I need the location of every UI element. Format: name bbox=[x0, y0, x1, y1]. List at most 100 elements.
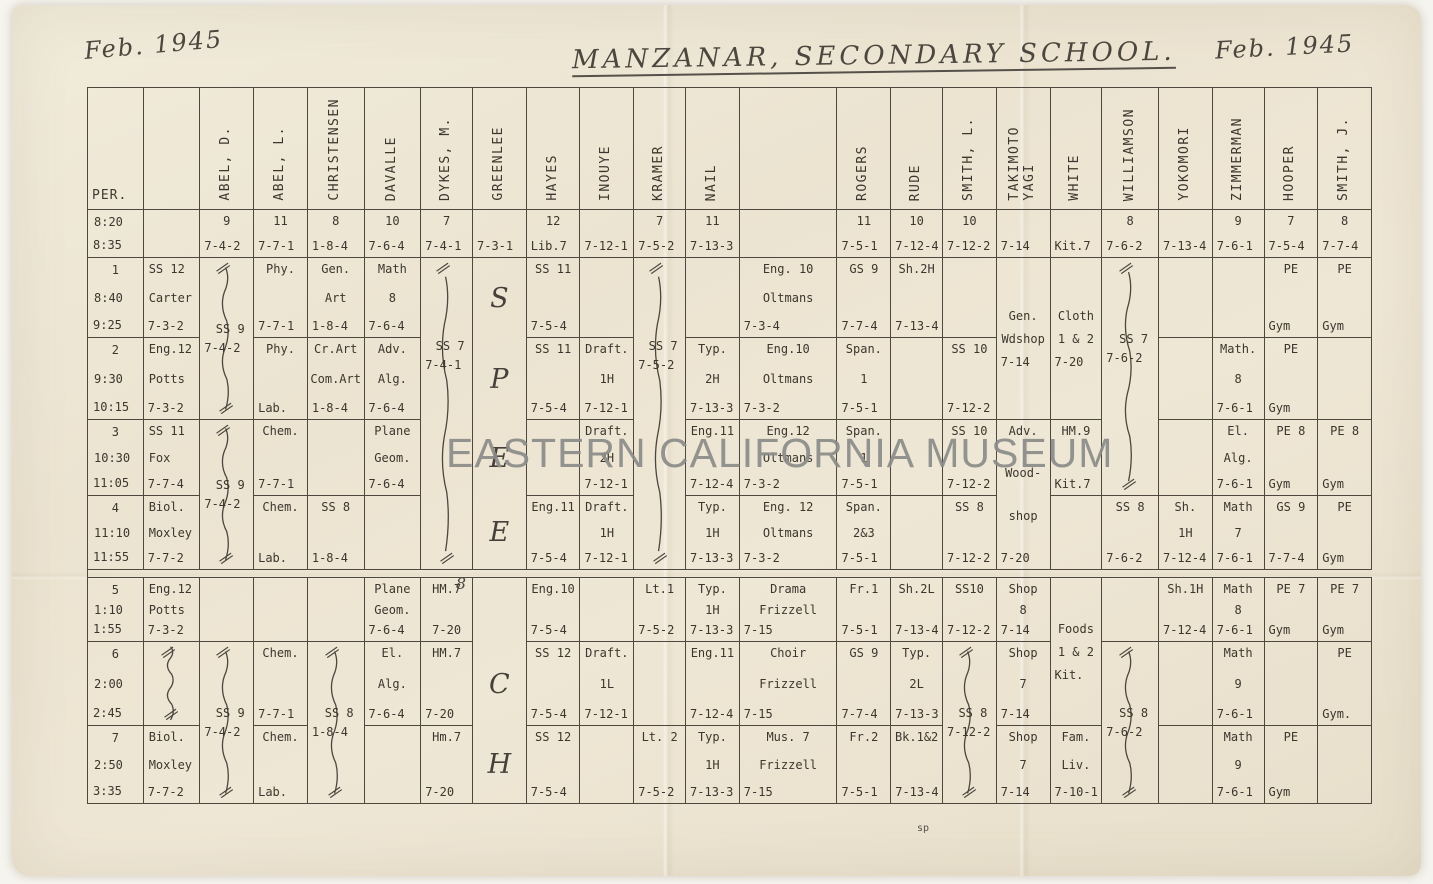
cell-text: 7-6-2 bbox=[1106, 350, 1143, 365]
cell-text: PE 8 bbox=[1330, 424, 1360, 438]
cell-text: 7-13-4 bbox=[895, 623, 939, 637]
cell-text: 1H bbox=[705, 525, 720, 540]
cell-homeroom-rogers: 11 7-5-1 bbox=[837, 210, 892, 258]
cell-text: Gym bbox=[1322, 319, 1344, 333]
cell-text: SS 7 bbox=[435, 338, 465, 353]
cell-text: 7-13-4 bbox=[895, 785, 939, 799]
cell-text: Foods bbox=[1057, 621, 1094, 636]
cell-text: SS 8 bbox=[324, 706, 354, 720]
span-brace-icon bbox=[962, 650, 974, 795]
cell-text: 7-7-2 bbox=[147, 785, 184, 799]
column-header-oltmans bbox=[739, 88, 838, 210]
cell-text: 11 bbox=[273, 214, 288, 228]
cell-text: 5 bbox=[111, 583, 119, 597]
cell-text: 1:10 bbox=[94, 602, 123, 617]
cell-text: Gym bbox=[1268, 623, 1291, 637]
cell-text: 8:20 bbox=[94, 215, 123, 229]
cell-p7-kramer: Lt. 2 7-5-2 bbox=[634, 726, 687, 804]
cell-text: GS 9 bbox=[1276, 500, 1306, 514]
cell-text: Draft. bbox=[585, 424, 629, 438]
cell-text: Plane bbox=[374, 424, 411, 438]
cell-text: 1:55 bbox=[93, 622, 122, 636]
cell-text: 7-4-2 bbox=[204, 725, 241, 739]
cell-text: 10 bbox=[962, 214, 977, 228]
column-header-label: HOOPER bbox=[1282, 145, 1298, 201]
cell-p4-davalle bbox=[364, 496, 422, 570]
cell-text: 7-7-1 bbox=[258, 239, 295, 253]
cell-p4-period: 4 11:10 11:55 bbox=[88, 496, 144, 570]
cell-p4-christensen: SS 8 1-8-4 bbox=[307, 496, 365, 570]
cell-p3-davalle: Plane Geom. 7-6-4 bbox=[364, 420, 422, 496]
cell-p7-davalle bbox=[364, 726, 422, 804]
cell-text: PE bbox=[1283, 262, 1299, 276]
cell-p3-christensen bbox=[307, 420, 365, 496]
span-brace-icon bbox=[219, 650, 231, 795]
span-end-mark-icon: = bbox=[1116, 471, 1143, 496]
date-annotation-left: Feb. 1945 bbox=[83, 24, 225, 66]
cell-text: 7-5-4 bbox=[530, 707, 567, 721]
cell-p7-yokomori bbox=[1158, 726, 1213, 804]
cell-text: 7-6-4 bbox=[368, 401, 405, 415]
page-title: MANZANAR, SECONDARY SCHOOL. bbox=[571, 36, 1176, 76]
cell-p7-inouye bbox=[580, 726, 635, 804]
cell-p1-williamson: = = SS 7 7-6-2 bbox=[1102, 258, 1159, 496]
cell-text: 1H bbox=[705, 602, 720, 617]
cell-homeroom-hayes: 12 Lib.7 bbox=[526, 210, 581, 258]
cell-text: Fr.2 bbox=[849, 730, 879, 744]
cell-p3-abel_d: = = SS 9 7-4-2 bbox=[200, 420, 255, 570]
cell-text: 7 bbox=[1019, 757, 1027, 772]
cell-p2-yokomori bbox=[1158, 338, 1213, 420]
cell-text: 7-3-2 bbox=[147, 623, 184, 637]
cell-text: 7-20 bbox=[1054, 354, 1084, 369]
cell-p5-hayes: Eng.10 7-5-4 bbox=[526, 578, 581, 642]
cell-text: Carter bbox=[148, 290, 193, 305]
cell-p6-abel_d: = = SS 9 7-4-2 bbox=[200, 642, 255, 804]
cell-text: 8 bbox=[1126, 214, 1134, 228]
cell-p5-white: Foods 1 & 2 Kit. bbox=[1050, 578, 1103, 726]
cell-p6-greenlee: C bbox=[473, 642, 527, 726]
column-header-williamson: WILLIAMSON bbox=[1102, 88, 1159, 210]
cell-text: 7-13-3 bbox=[690, 401, 734, 415]
cell-text: 1 bbox=[860, 371, 868, 386]
cell-text: 7-13-3 bbox=[690, 239, 734, 253]
cell-p2-inouye: Draft. 1H 7-12-1 bbox=[580, 338, 635, 420]
cell-p5-williamson bbox=[1102, 578, 1159, 642]
cell-text: 7-3-2 bbox=[743, 551, 780, 565]
cell-p7-rogers: Fr.2 7-5-1 bbox=[837, 726, 892, 804]
column-header-period: PER. bbox=[88, 88, 144, 210]
cell-p7-takimoto: Shop 7 7-14 bbox=[996, 726, 1051, 804]
cell-text: 7-4-1 bbox=[425, 239, 462, 253]
cell-text: Eng.11 bbox=[690, 424, 735, 438]
column-header-label: GREENLEE bbox=[490, 126, 506, 201]
cell-text: PE 8 bbox=[1276, 424, 1306, 438]
cell-text: 7-12-2 bbox=[947, 551, 991, 565]
cell-text: Gen. bbox=[321, 262, 351, 276]
cell-p3-takimoto: Adv. Wood-shop 7-20 bbox=[996, 420, 1051, 570]
cell-text: 7-20 bbox=[1000, 550, 1030, 565]
cell-text: 7-20 bbox=[432, 623, 462, 637]
cell-text: Phy. bbox=[266, 342, 295, 356]
cell-text: PE 7 bbox=[1276, 582, 1306, 596]
cell-text: Fr.1 bbox=[849, 582, 879, 596]
cell-text: 7-4-2 bbox=[204, 239, 241, 253]
cell-homeroom-inouye: 7-12-1 bbox=[580, 210, 635, 258]
cell-p3-greenlee: E bbox=[473, 420, 527, 496]
column-header-abel_l: ABEL, L. bbox=[254, 88, 308, 210]
paper-scan: Feb. 1945 MANZANAR, SECONDARY SCHOOL. Fe… bbox=[12, 5, 1421, 876]
column-header-label: PER. bbox=[92, 188, 128, 203]
column-header-label: ZIMMERMAN bbox=[1229, 117, 1245, 201]
cell-p6-kramer bbox=[634, 642, 687, 726]
cell-p2-davalle: Adv. Alg. 7-6-4 bbox=[364, 338, 422, 420]
cell-text: Com.Art bbox=[310, 371, 361, 386]
cell-p5-rude: Sh.2L 7-13-4 bbox=[891, 578, 944, 642]
cell-text: Alg. bbox=[377, 371, 407, 386]
cell-text: Eng.10 bbox=[531, 582, 575, 596]
cell-text: Fam. bbox=[1061, 730, 1091, 744]
cell-text: 7-12-2 bbox=[947, 401, 991, 415]
cell-p4-zimmerman: Math 7 7-6-1 bbox=[1212, 496, 1265, 570]
cell-text: Plane bbox=[374, 582, 411, 596]
cell-text: Gym bbox=[1268, 785, 1291, 799]
cell-p3-hooper: PE 8 Gym bbox=[1264, 420, 1319, 496]
cell-text: Potts bbox=[148, 371, 185, 386]
cell-text: 7-5-2 bbox=[638, 239, 675, 253]
